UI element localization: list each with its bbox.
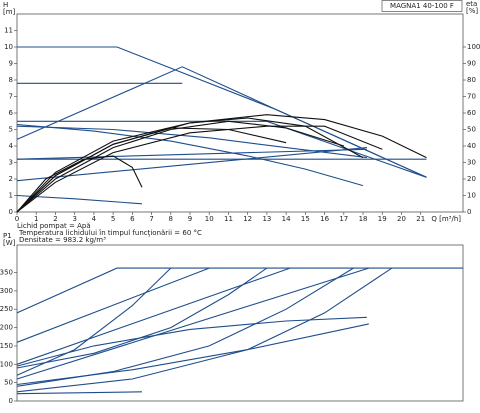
x-tick-label: 5: [111, 215, 115, 223]
y-tick-label: 1: [9, 192, 13, 200]
y2-tick-label: 70: [467, 93, 476, 101]
y-tick-label: 300: [0, 287, 13, 295]
x-tick-label: 12: [243, 215, 252, 223]
y-tick-label: 3: [9, 159, 13, 167]
x-tick-label: 7: [149, 215, 153, 223]
curve: [17, 120, 427, 178]
y2-axis-unit: [%]: [466, 7, 478, 15]
x-tick-label: 13: [262, 215, 271, 223]
y2-tick-label: 100: [467, 43, 480, 51]
y-tick-label: 100: [0, 360, 13, 368]
plot-frame: [16, 244, 464, 402]
curve: [16, 267, 172, 376]
plot-frame: [16, 13, 464, 213]
x-tick-label: 19: [378, 215, 387, 223]
curve: [16, 120, 344, 213]
x-tick-label: 20: [397, 215, 406, 223]
note: Densitate = 983.2 kg/m³: [19, 236, 106, 244]
curve: [16, 127, 287, 213]
y2-tick-label: 10: [467, 192, 476, 200]
y-axis-unit: [W]: [3, 239, 16, 247]
x-tick-label: 18: [359, 215, 368, 223]
curve: [16, 267, 393, 393]
curve: [16, 125, 367, 159]
x-tick-label: 16: [320, 215, 329, 223]
y-tick-label: 11: [4, 27, 13, 35]
curve: [16, 267, 369, 380]
y-tick-label: 0: [9, 397, 13, 405]
y-tick-label: 6: [9, 109, 14, 117]
y2-tick-label: 50: [467, 126, 476, 134]
note: Lichid pompat = Apă: [17, 222, 91, 230]
y-tick-label: 0: [9, 208, 13, 216]
y-tick-label: 7: [9, 93, 13, 101]
chart-title: MAGNA1 40-100 F: [390, 2, 454, 10]
x-tick-label: 2: [53, 215, 57, 223]
y-tick-label: 250: [0, 305, 13, 313]
x-tick-label: 17: [339, 215, 348, 223]
curve: [16, 123, 364, 187]
curve: [16, 148, 367, 160]
curve: [16, 117, 364, 213]
title-box: [381, 0, 463, 12]
x-tick-label: 14: [282, 215, 291, 223]
curve: [16, 267, 268, 369]
y-tick-label: 10: [4, 43, 13, 51]
curve: [16, 194, 143, 205]
y-axis-label: H: [3, 1, 8, 9]
x-tick-label: 3: [72, 215, 76, 223]
curve: [16, 267, 463, 314]
curve: [16, 267, 354, 387]
y-tick-label: 200: [0, 324, 13, 332]
x-tick-label: 15: [301, 215, 310, 223]
x-tick-label: 11: [224, 215, 233, 223]
y-tick-label: 4: [9, 142, 14, 150]
y2-tick-label: 40: [467, 142, 476, 150]
curve: [16, 323, 369, 386]
y-axis-label: P1: [3, 232, 12, 240]
curve: [16, 316, 367, 367]
y-tick-label: 8: [9, 76, 13, 84]
y2-tick-label: 30: [467, 159, 476, 167]
y2-tick-label: 90: [467, 60, 476, 68]
y-tick-label: 150: [0, 342, 13, 350]
curve: [16, 147, 367, 182]
curve: [16, 267, 210, 343]
y-tick-label: 350: [0, 269, 13, 277]
x-tick-label: 10: [205, 215, 214, 223]
x-tick-label: 8: [169, 215, 173, 223]
curve: [16, 391, 143, 395]
x-tick-label: 4: [92, 215, 97, 223]
x-tick-label: 0: [15, 215, 19, 223]
y2-tick-label: 0: [467, 208, 471, 216]
x-tick-label: 6: [130, 215, 135, 223]
y-tick-label: 9: [9, 60, 13, 68]
x-axis-label: Q [m³/h]: [431, 215, 461, 223]
y2-tick-label: 20: [467, 175, 476, 183]
y-tick-label: 2: [9, 175, 13, 183]
y2-axis-label: eta: [466, 0, 477, 8]
y2-tick-label: 80: [467, 76, 476, 84]
y-tick-label: 50: [4, 379, 13, 387]
curve: [16, 125, 383, 213]
x-tick-label: 21: [416, 215, 425, 223]
y-tick-label: 5: [9, 126, 13, 134]
y-axis-unit: [m]: [3, 8, 16, 16]
curve: [16, 66, 427, 178]
curve: [16, 155, 143, 213]
y2-tick-label: 60: [467, 109, 476, 117]
x-tick-label: 1: [34, 215, 38, 223]
note: Temperatura lichidului în timpul funcţio…: [18, 229, 202, 237]
x-tick-label: 9: [188, 215, 192, 223]
